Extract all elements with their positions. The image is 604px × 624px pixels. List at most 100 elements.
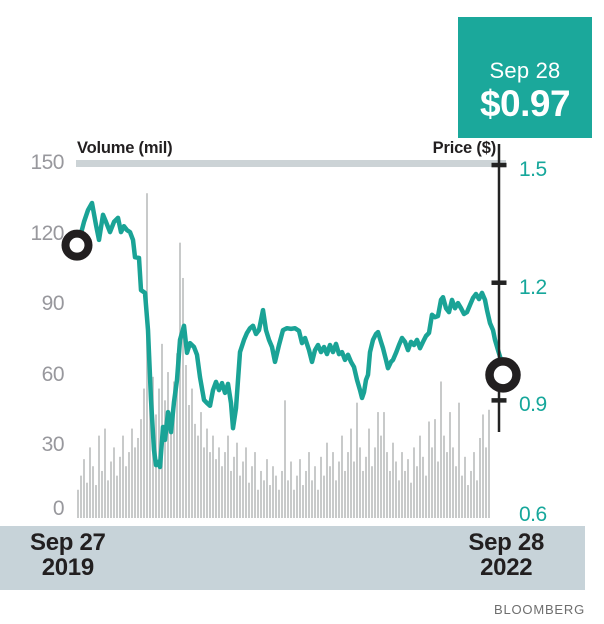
volume-bar	[248, 482, 250, 518]
price-axis-tick	[491, 398, 507, 403]
volume-bar	[353, 461, 355, 518]
callout-date: Sep 28	[489, 58, 561, 83]
volume-bar	[89, 447, 91, 518]
volume-bar	[305, 470, 307, 518]
volume-bar	[482, 414, 484, 518]
volume-bar	[428, 421, 430, 518]
volume-bar	[200, 412, 202, 518]
volume-bar	[371, 466, 373, 518]
volume-bar	[359, 447, 361, 518]
volume-bar	[488, 409, 490, 518]
end-date-line1: Sep 28	[468, 529, 544, 556]
volume-bar	[422, 456, 424, 518]
volume-bar	[398, 480, 400, 518]
volume-bar	[173, 381, 175, 518]
volume-bar	[212, 435, 214, 518]
volume-bar	[197, 435, 199, 518]
volume-bar	[98, 435, 100, 518]
volume-bar	[308, 452, 310, 518]
volume-bar	[263, 480, 265, 518]
volume-bar	[131, 428, 133, 518]
start-marker	[61, 229, 93, 261]
volume-bar	[416, 466, 418, 518]
volume-bar	[389, 470, 391, 518]
volume-bar	[392, 442, 394, 518]
price-axis-title: Price ($)	[432, 139, 497, 157]
volume-bar	[311, 480, 313, 518]
volume-bar	[203, 447, 205, 518]
volume-bar	[86, 482, 88, 518]
volume-bar	[419, 435, 421, 518]
volume-bar	[299, 459, 301, 518]
price-tick-label: 0.9	[519, 393, 547, 417]
volume-bar	[449, 412, 451, 518]
end-marker	[485, 357, 521, 393]
volume-bar	[137, 437, 139, 518]
volume-bar	[287, 480, 289, 518]
volume-bar	[377, 412, 379, 518]
volume-bar	[350, 428, 352, 518]
volume-bar	[116, 475, 118, 518]
volume-bar	[302, 485, 304, 518]
volume-bar	[134, 447, 136, 518]
date-band: Sep 27 2019 Sep 28 2022	[0, 526, 585, 590]
volume-bar	[473, 452, 475, 518]
volume-bar	[362, 470, 364, 518]
volume-bar	[404, 470, 406, 518]
volume-bar	[365, 456, 367, 518]
volume-bar	[125, 466, 127, 518]
volume-bar	[233, 456, 235, 518]
volume-bar	[284, 400, 286, 518]
volume-bar	[314, 466, 316, 518]
start-date-line2: 2019	[41, 554, 95, 581]
volume-bar	[317, 489, 319, 518]
volume-bar	[479, 437, 481, 518]
volume-bar	[260, 470, 262, 518]
volume-bar	[122, 435, 124, 518]
volume-bar	[179, 242, 181, 518]
volume-bar	[467, 485, 469, 518]
volume-bar	[470, 470, 472, 518]
volume-bar	[191, 388, 193, 518]
volume-bar	[455, 466, 457, 518]
volume-bar	[443, 435, 445, 518]
volume-bar	[410, 482, 412, 518]
price-callout: Sep 28 $0.97	[458, 17, 592, 138]
volume-bar	[176, 353, 178, 518]
volume-bar	[368, 428, 370, 518]
price-tick-label: 1.2	[519, 275, 547, 299]
volume-bar	[476, 480, 478, 518]
volume-bar	[320, 456, 322, 518]
volume-bar	[149, 405, 151, 518]
volume-tick-label: 90	[41, 292, 65, 316]
volume-bar	[185, 365, 187, 518]
volume-bar	[446, 452, 448, 518]
volume-bar	[227, 435, 229, 518]
volume-bar	[209, 452, 211, 518]
volume-bar	[266, 459, 268, 518]
end-date-label: Sep 28 2022	[468, 530, 544, 580]
volume-bar	[239, 475, 241, 518]
volume-bar	[230, 470, 232, 518]
volume-bar	[440, 381, 442, 518]
volume-bar	[257, 489, 259, 518]
volume-bar	[332, 452, 334, 518]
volume-bar	[434, 419, 436, 518]
volume-bar	[251, 466, 253, 518]
volume-bar	[215, 459, 217, 518]
volume-bar	[269, 485, 271, 518]
volume-bar	[83, 459, 85, 518]
volume-bar	[380, 435, 382, 518]
volume-bar	[338, 461, 340, 518]
volume-bar	[140, 419, 142, 518]
volume-bar	[128, 452, 130, 518]
price-axis-tick	[491, 162, 507, 168]
volume-bar	[413, 447, 415, 518]
price-axis-tick	[491, 280, 507, 285]
volume-bar	[77, 489, 79, 518]
volume-axis-title: Volume (mil)	[77, 139, 173, 157]
volume-bar	[254, 452, 256, 518]
volume-bar	[437, 461, 439, 518]
